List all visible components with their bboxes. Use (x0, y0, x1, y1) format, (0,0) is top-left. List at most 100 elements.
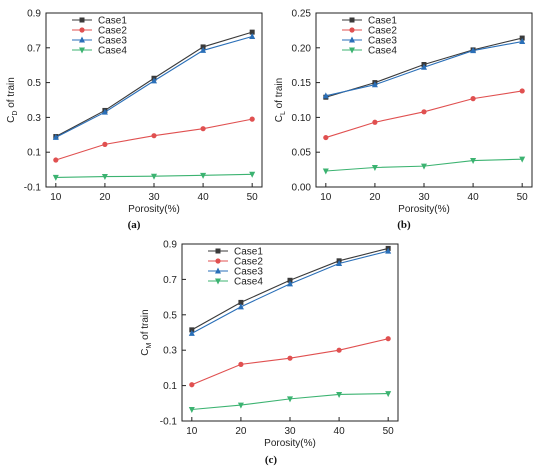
legend-label: Case1 (234, 247, 263, 258)
data-point (200, 126, 206, 132)
data-point (188, 329, 195, 336)
data-point (52, 174, 59, 181)
data-point (470, 158, 477, 165)
x-tick-label: 40 (468, 192, 480, 203)
series-case4 (322, 156, 526, 175)
x-tick-label: 50 (383, 426, 395, 437)
data-point (372, 119, 378, 125)
series-case2 (53, 116, 255, 163)
series-case2 (189, 336, 391, 388)
data-point (322, 92, 329, 99)
data-point (200, 172, 207, 179)
x-tick-label: 30 (284, 426, 296, 437)
data-point (519, 156, 526, 163)
y-tick-label: 0.3 (163, 346, 177, 357)
data-point (151, 173, 157, 180)
data-point (421, 63, 427, 70)
x-tick-label: 30 (418, 192, 430, 203)
series-line (55, 31, 253, 138)
data-point (287, 277, 293, 283)
data-point (249, 116, 255, 122)
y-tick-label: 0.3 (27, 113, 41, 124)
x-tick-label: 20 (369, 192, 381, 203)
x-tick-label: 50 (517, 192, 529, 203)
y-tick-label: 0.05 (292, 148, 312, 159)
chart-panel-1: -0.1 0.1 0.3 0.5 0.7 0.9 10 20 30 40 50 Porosity(%)… (6, 9, 263, 231)
series-line (191, 250, 389, 334)
y-axis-label-main: C (140, 348, 151, 355)
x-tick-label: 40 (198, 192, 210, 203)
data-point (470, 96, 476, 102)
chart-panel-3: -0.1 0.1 0.3 0.5 0.7 0.9 10 20 30 40 50 Porosity(%)… (140, 240, 399, 466)
y-axis-label-rest: of train (140, 309, 151, 342)
y-tick-label: 0.15 (292, 78, 312, 89)
legend-marker (79, 36, 85, 43)
data-point (519, 38, 526, 45)
y-tick-label: 0.20 (292, 43, 312, 54)
data-point (323, 134, 329, 141)
y-tick-label: 0.5 (163, 310, 177, 321)
series-line (55, 35, 253, 138)
y-tick-label: 0.1 (27, 148, 41, 159)
y-axis-label-rest: of train (6, 77, 17, 110)
data-point (519, 88, 525, 94)
y-tick-label: 0.7 (27, 43, 41, 54)
series-case3 (52, 32, 256, 140)
data-point (238, 361, 244, 367)
data-point (385, 247, 392, 254)
legend-marker (215, 278, 221, 285)
legend-marker (79, 27, 85, 33)
y-axis-label-rest: of train (274, 78, 285, 111)
y-tick-label: 0.9 (163, 240, 177, 251)
x-tick-label: 50 (247, 192, 259, 203)
data-point (238, 299, 244, 305)
y-tick-label: 0.10 (292, 113, 312, 124)
y-axis-label: CL of train (274, 78, 287, 123)
data-point (371, 81, 378, 88)
data-point (249, 29, 255, 35)
data-point (101, 174, 108, 181)
legend-label: Case1 (368, 16, 397, 27)
legend-label: Case4 (98, 46, 127, 57)
y-tick-label: 0.7 (163, 275, 177, 286)
data-point (237, 303, 244, 310)
data-point (249, 171, 256, 178)
x-tick-label: 10 (50, 192, 62, 203)
series-case1 (189, 245, 391, 333)
series-case4 (188, 391, 392, 413)
legend-label: Case1 (98, 16, 127, 27)
y-axis-label-subscript: D (12, 111, 19, 116)
plot-frame (315, 12, 533, 188)
data-point (287, 355, 293, 361)
data-point (189, 382, 195, 388)
legend-marker (349, 17, 355, 23)
data-point (385, 336, 391, 342)
data-point (188, 406, 195, 413)
legend-label: Case3 (234, 267, 263, 278)
y-axis-label-main: C (274, 115, 285, 122)
x-tick-label: 10 (186, 426, 198, 437)
series-line (55, 118, 253, 161)
x-axis-label: Porosity(%) (398, 204, 450, 215)
x-tick-label: 20 (99, 192, 111, 203)
data-point (371, 165, 378, 172)
y-tick-label: 0.5 (27, 78, 41, 89)
panel-label: (b) (397, 219, 411, 231)
legend-marker (79, 47, 85, 54)
legend-label: Case2 (98, 26, 127, 37)
y-axis-label-subscript: L (280, 111, 287, 115)
data-point (189, 327, 195, 333)
y-tick-label: 0.9 (27, 9, 41, 20)
data-point (385, 391, 392, 398)
legend-label: Case4 (234, 277, 263, 288)
series-case3 (188, 247, 392, 336)
legend-marker (349, 36, 355, 43)
x-tick-label: 20 (235, 426, 247, 437)
data-point (322, 168, 329, 175)
data-point (237, 402, 244, 409)
data-point (470, 47, 477, 54)
